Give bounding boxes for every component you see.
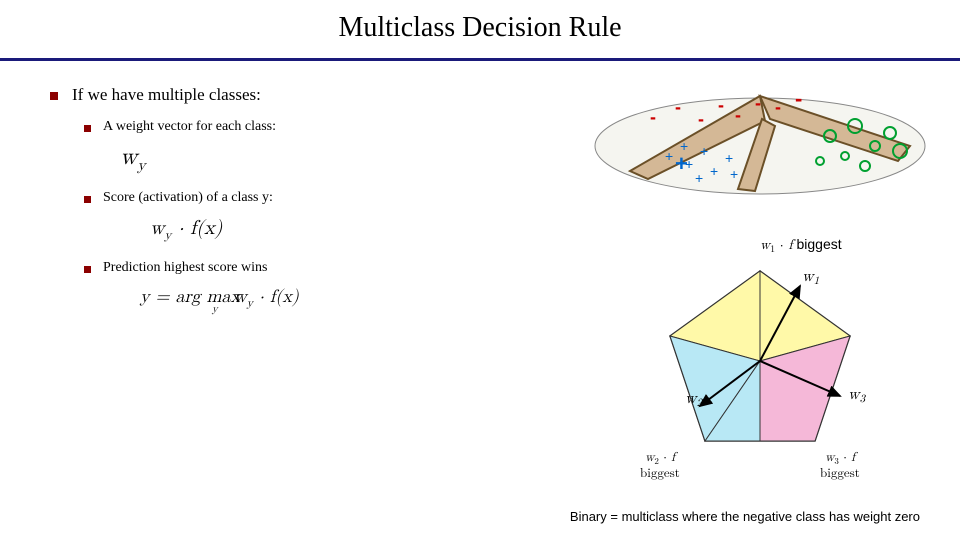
ellipse-diagram: --- --- -- +++ +++ ++ +	[580, 51, 940, 201]
footer-note: Binary = multiclass where the negative c…	[570, 509, 920, 524]
label-w2f: w2 · f	[645, 451, 678, 466]
svg-text:-: -	[698, 109, 704, 129]
bullet-icon	[84, 125, 91, 132]
svg-text:+: +	[725, 150, 733, 166]
svg-text:+: +	[710, 163, 718, 179]
svg-text:-: -	[795, 86, 802, 111]
svg-text:-: -	[755, 93, 761, 113]
svg-text:+: +	[700, 143, 708, 159]
label-w2b: biggest	[640, 467, 680, 480]
svg-text:+: +	[695, 170, 703, 186]
bullet-icon	[84, 266, 91, 273]
label-w1: w1	[802, 269, 820, 287]
bullet-icon	[50, 92, 58, 100]
pentagon-diagram: w1 · f biggest w1 w2 w3 w2 · f biggest w…	[590, 231, 930, 491]
label-w3f: w3 · f	[825, 451, 858, 466]
label-w3b: biggest	[820, 467, 860, 480]
label-w1f: w1 · f biggest	[760, 236, 842, 254]
svg-text:-: -	[718, 95, 724, 115]
bullet-icon	[84, 196, 91, 203]
bullet-sub2-text: Score (activation) of a class y:	[103, 190, 273, 206]
bullet-sub3-text: Prediction highest score wins	[103, 260, 267, 276]
svg-text:-: -	[650, 107, 656, 127]
bullet-main-text: If we have multiple classes:	[72, 85, 261, 105]
svg-text:+: +	[675, 151, 688, 176]
svg-text:+: +	[730, 166, 738, 182]
bullet-sub1-text: A weight vector for each class:	[103, 119, 276, 135]
content-area: If we have multiple classes: A weight ve…	[0, 61, 960, 316]
svg-text:-: -	[675, 97, 681, 117]
svg-text:-: -	[775, 97, 781, 117]
svg-text:+: +	[665, 148, 673, 164]
slide-title: Multiclass Decision Rule	[0, 0, 960, 58]
label-w3: w3	[848, 387, 867, 405]
svg-text:-: -	[735, 105, 741, 125]
